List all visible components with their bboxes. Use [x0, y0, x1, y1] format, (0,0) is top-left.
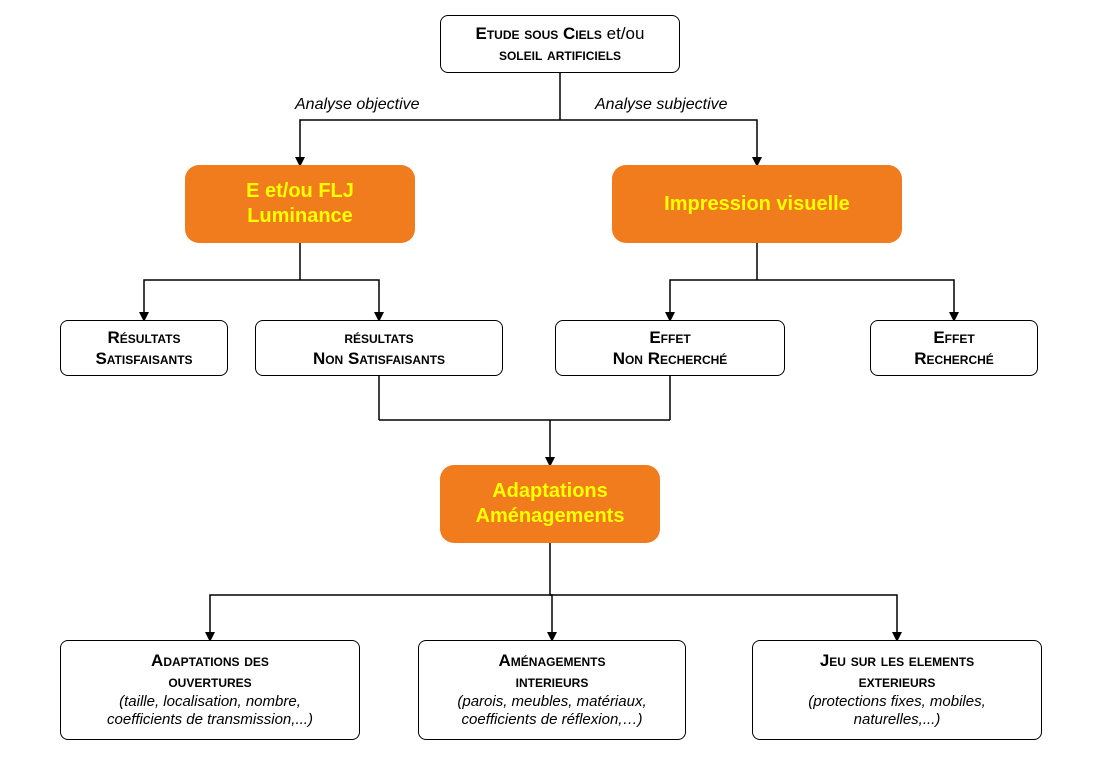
- edge-lum-to-sat: [144, 280, 300, 320]
- int-s2: coefficients de réflexion,…): [462, 711, 643, 730]
- ext-s2: naturelles,...): [854, 711, 941, 730]
- edge-adapt-to-ouv: [210, 595, 550, 640]
- node-impression: Impression visuelle: [612, 165, 902, 243]
- node-res-nonsat: résultats Non Satisfaisants: [255, 320, 503, 376]
- edge-imp-to-rech: [757, 280, 954, 320]
- edge-imp-to-nonrech: [670, 280, 757, 320]
- node-interieurs: Aménagements interieurs (parois, meubles…: [418, 640, 686, 740]
- edge-adapt-to-int: [550, 595, 552, 640]
- node-effet-rech: Effet Recherché: [870, 320, 1038, 376]
- res-nonsat-l1: résultats: [344, 327, 413, 348]
- edge-label-subjective: Analyse subjective: [595, 96, 728, 114]
- impression-l1: Impression visuelle: [664, 192, 850, 217]
- ext-t2: exterieurs: [859, 671, 936, 692]
- node-exterieurs: Jeu sur les elements exterieurs (protect…: [752, 640, 1042, 740]
- node-adaptations: Adaptations Aménagements: [440, 465, 660, 543]
- edge-lum-to-nonsat: [300, 280, 379, 320]
- luminance-l1: E et/ou FLJ: [246, 179, 354, 204]
- node-root-line2: soleil artificiels: [499, 44, 621, 65]
- ext-s1: (protections fixes, mobiles,: [808, 693, 986, 712]
- ext-t1: Jeu sur les elements: [820, 650, 974, 671]
- flowchart-canvas: Etude sous Ciels et/ou soleil artificiel…: [0, 0, 1100, 770]
- luminance-l2: Luminance: [247, 204, 353, 229]
- int-t1: Aménagements: [499, 650, 606, 671]
- res-sat-l2: Satisfaisants: [95, 348, 192, 369]
- edge-root-to-luminance: [300, 120, 560, 165]
- effet-nonrech-l2: Non Recherché: [613, 348, 728, 369]
- node-effet-nonrech: Effet Non Recherché: [555, 320, 785, 376]
- effet-rech-l2: Recherché: [914, 348, 994, 369]
- ouv-t1: Adaptations des: [151, 650, 269, 671]
- edge-adapt-to-ext: [550, 595, 897, 640]
- node-res-sat: Résultats Satisfaisants: [60, 320, 228, 376]
- node-ouvertures: Adaptations des ouvertures (taille, loca…: [60, 640, 360, 740]
- adaptations-l2: Aménagements: [476, 504, 625, 529]
- res-nonsat-l2: Non Satisfaisants: [313, 348, 445, 369]
- ouv-s1: (taille, localisation, nombre,: [119, 693, 301, 712]
- root-l1a: Etude sous Ciels: [476, 24, 602, 43]
- ouv-t2: ouvertures: [168, 671, 251, 692]
- adaptations-l1: Adaptations: [492, 479, 608, 504]
- ouv-s2: coefficients de transmission,...): [107, 711, 313, 730]
- edge-root-to-impression: [560, 120, 757, 165]
- edge-label-objective: Analyse objective: [295, 96, 420, 114]
- int-s1: (parois, meubles, matériaux,: [457, 693, 646, 712]
- node-root: Etude sous Ciels et/ou soleil artificiel…: [440, 15, 680, 73]
- res-sat-l1: Résultats: [108, 327, 181, 348]
- node-luminance: E et/ou FLJ Luminance: [185, 165, 415, 243]
- effet-rech-l1: Effet: [933, 327, 974, 348]
- node-root-line1: Etude sous Ciels et/ou: [476, 23, 645, 44]
- effet-nonrech-l1: Effet: [649, 327, 690, 348]
- int-t2: interieurs: [516, 671, 589, 692]
